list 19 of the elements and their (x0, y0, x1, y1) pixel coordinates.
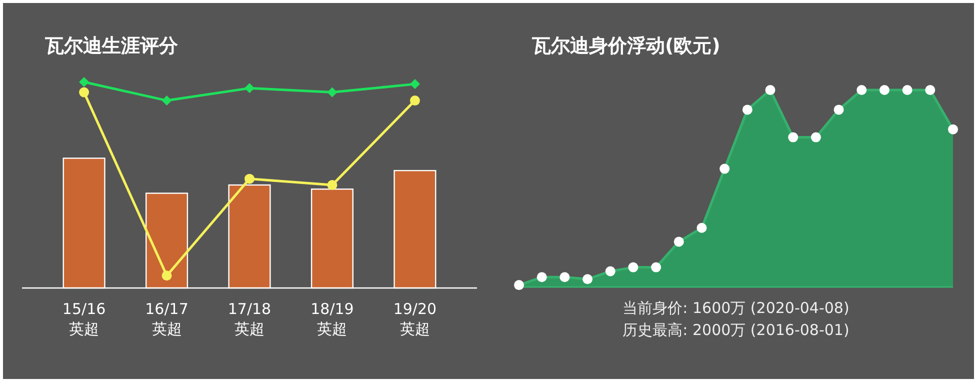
x-tick-label: 16/17 英超 (145, 300, 188, 338)
point (79, 87, 90, 98)
x-tick-label: 18/19 英超 (310, 300, 354, 338)
x-tick-label: 15/16 英超 (62, 300, 106, 338)
point (79, 77, 90, 87)
chart-title: 瓦尔迪生涯评分 (44, 35, 179, 57)
text: 历史最高: 2000万 (2016-08-01) (622, 321, 850, 339)
text: 当前身价: 1600万 (2020-04-08) (622, 299, 850, 317)
point (410, 96, 420, 106)
point (244, 83, 254, 94)
point (327, 180, 338, 190)
point (244, 174, 254, 184)
x-tick-label: 19/20 英超 (393, 300, 437, 338)
point (162, 270, 172, 281)
chart-title: 瓦尔迪身价浮动(欧元) (531, 35, 720, 57)
point (327, 87, 338, 98)
point (162, 96, 172, 106)
x-tick-label: 17/18 英超 (228, 300, 272, 338)
point (410, 79, 420, 90)
